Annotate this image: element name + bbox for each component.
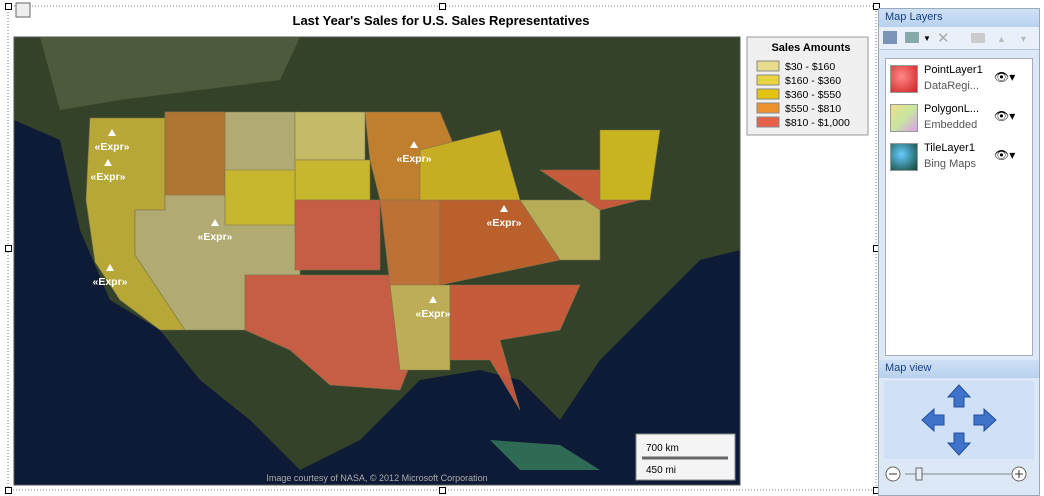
visibility-toggle: 👁▾ <box>994 109 1016 123</box>
point-marker <box>211 219 219 226</box>
map-layers-panel: Map Layers ▼ ✕ ▲ ▼ PointLayer1 DataRegi...… <box>878 8 1040 496</box>
layer-source: Embedded <box>924 119 978 131</box>
map-frame <box>13 36 741 486</box>
view-title: Map view <box>879 360 1039 378</box>
point-label: «Expr» <box>197 231 232 243</box>
point-label: «Expr» <box>415 308 450 320</box>
layer-icon <box>890 65 918 93</box>
legend-label: $360 - $550 <box>785 89 841 101</box>
scale-bar: 700 km 450 mi <box>635 433 736 481</box>
layer-name: PolygonL... <box>924 103 980 115</box>
point-marker <box>108 129 116 136</box>
svg-text:▼: ▼ <box>923 34 931 43</box>
credit: Image courtesy of NASA, © 2012 Microsoft… <box>266 473 487 483</box>
point-label: «Expr» <box>396 153 431 165</box>
visibility-toggle: 👁▾ <box>994 70 1016 84</box>
legend-label: $30 - $160 <box>785 61 835 73</box>
legend-swatch <box>756 60 780 72</box>
legend: Sales Amounts $30 - $160 $160 - $360 $360 … <box>746 36 869 136</box>
legend-label: $810 - $1,000 <box>785 117 850 129</box>
layer-source: DataRegi... <box>924 80 980 92</box>
svg-text:▼: ▼ <box>1019 34 1028 44</box>
point-label: «Expr» <box>92 276 127 288</box>
svg-text:▲: ▲ <box>997 34 1006 44</box>
layer-row[interactable]: PointLayer1 DataRegi... 👁▾ <box>888 62 1028 98</box>
layer-row[interactable]: TileLayer1 Bing Maps 👁▾ <box>888 140 1028 176</box>
handle[interactable] <box>873 3 880 10</box>
legend-swatch <box>756 88 780 100</box>
legend-label: $550 - $810 <box>785 103 841 115</box>
pan-arrows[interactable] <box>884 381 1034 459</box>
map-report[interactable]: Last Year's Sales for U.S. Sales Represe… <box>0 0 878 496</box>
layer-name: TileLayer1 <box>924 142 975 154</box>
point-label: «Expr» <box>94 141 129 153</box>
legend-title: Sales Amounts <box>771 42 850 54</box>
point-marker <box>500 205 508 212</box>
layer-source: Bing Maps <box>924 158 976 170</box>
map-title: Last Year's Sales for U.S. Sales Represe… <box>293 13 590 28</box>
point-label: «Expr» <box>90 171 125 183</box>
legend-swatch <box>756 116 780 128</box>
handle[interactable] <box>5 3 12 10</box>
legend-swatch <box>756 74 780 86</box>
legend-swatch <box>756 102 780 114</box>
handle[interactable] <box>439 3 446 10</box>
layer-icon <box>890 143 918 171</box>
point-marker <box>106 264 114 271</box>
zoom-slider[interactable] <box>883 464 1033 484</box>
scale-km: 700 km <box>646 443 679 454</box>
toolbar-icons[interactable]: ▼ ✕ ▲ ▼ <box>879 27 1039 49</box>
handle[interactable] <box>439 487 446 494</box>
visibility-toggle: 👁▾ <box>994 148 1016 162</box>
move-handle[interactable] <box>15 2 31 18</box>
map-tiles <box>14 37 740 485</box>
legend-label: $160 - $360 <box>785 75 841 87</box>
point-marker <box>410 141 418 148</box>
layer-name: PointLayer1 <box>924 64 983 76</box>
point-marker <box>104 159 112 166</box>
layer-icon <box>890 104 918 132</box>
point-label: «Expr» <box>486 217 521 229</box>
point-marker <box>429 296 437 303</box>
layer-row[interactable]: PolygonL... Embedded 👁▾ <box>888 101 1028 137</box>
svg-text:✕: ✕ <box>937 30 950 47</box>
panel-title: Map Layers <box>879 9 1039 27</box>
handle[interactable] <box>5 245 12 252</box>
toolbar: ▼ ✕ ▲ ▼ <box>879 27 1039 50</box>
handle[interactable] <box>5 487 12 494</box>
scale-mi: 450 mi <box>646 465 676 476</box>
layer-list: PointLayer1 DataRegi... 👁▾ PolygonL... Embed… <box>885 58 1033 356</box>
